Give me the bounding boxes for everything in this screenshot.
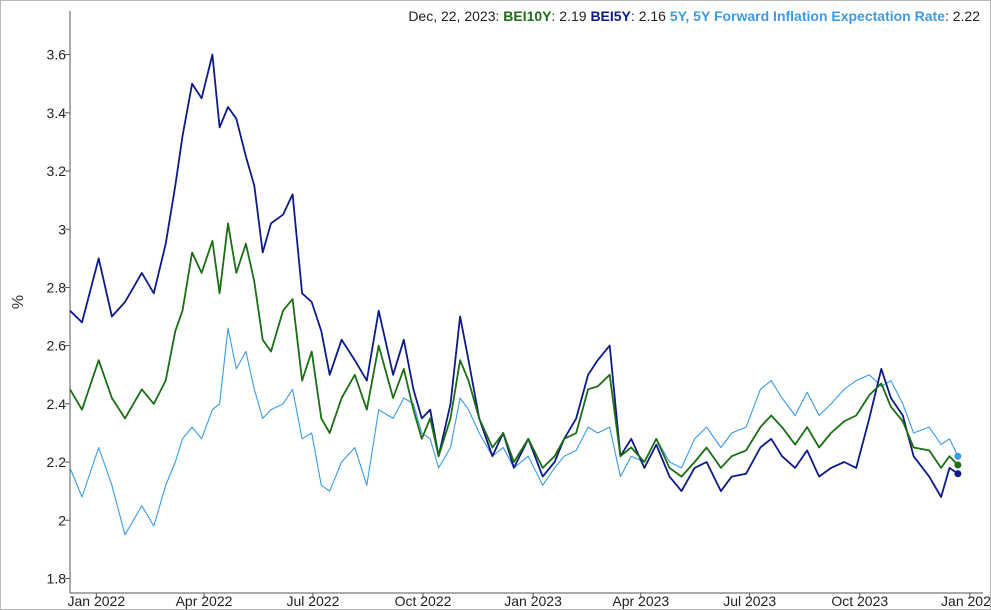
y-tick-label: 2 xyxy=(58,512,66,528)
x-tick-label: Jul 2023 xyxy=(723,593,776,609)
readout-bei5y-name: BEI5Y xyxy=(590,8,631,24)
x-axis: Jan 2022 Apr 2022 Jul 2022 Oct 2022 Jan 2023… xyxy=(68,592,990,609)
readout-bei10y-name: BEI10Y xyxy=(503,8,552,24)
readout-bei5y-value: 2.16 xyxy=(638,8,666,24)
x-tick-label: Jan 2024 xyxy=(941,593,990,609)
readout-5y5y-value: 2.22 xyxy=(952,8,980,24)
header-readout: Dec, 22, 2023: BEI10Y: 2.19 BEI5Y: 2.16 … xyxy=(408,8,980,24)
y-tick-label: 2.2 xyxy=(47,454,67,470)
x-tick-label: Oct 2022 xyxy=(395,593,452,609)
x-tick-label: Jan 2022 xyxy=(68,593,126,609)
y-tick-label: 3 xyxy=(58,221,66,237)
series-line-0 xyxy=(69,222,959,478)
y-tick-label: 3.2 xyxy=(47,163,67,179)
readout-bei10y-value: 2.19 xyxy=(559,8,587,24)
x-tick-label: Jan 2023 xyxy=(504,593,562,609)
y-tick-label: 3.6 xyxy=(47,47,67,63)
readout-date: Dec, 22, 2023 xyxy=(408,8,496,24)
series-layer xyxy=(69,53,962,536)
y-axis: 1.8 2 2.2 2.4 2.6 2.8 3 3.2 3.4 3.6 xyxy=(47,11,71,593)
y-axis-title: % xyxy=(10,295,27,309)
x-tick-label: Apr 2023 xyxy=(612,593,669,609)
y-tick-label: 2.4 xyxy=(47,396,67,412)
y-tick-label: 2.6 xyxy=(47,338,67,354)
series-end-marker-1 xyxy=(954,470,962,478)
readout-5y5y-name: 5Y, 5Y Forward Inflation Expectation Rat… xyxy=(669,8,945,24)
y-tick-label: 1.8 xyxy=(47,570,67,586)
y-tick-label: 3.4 xyxy=(47,105,67,121)
series-end-marker-0 xyxy=(954,461,962,469)
series-line-1 xyxy=(69,53,959,498)
series-line-2 xyxy=(69,327,959,536)
x-tick-label: Oct 2023 xyxy=(831,593,888,609)
y-tick-label: 2.8 xyxy=(47,279,67,295)
x-tick-label: Jul 2022 xyxy=(286,593,339,609)
series-end-marker-2 xyxy=(954,452,962,460)
x-tick-label: Apr 2022 xyxy=(176,593,233,609)
